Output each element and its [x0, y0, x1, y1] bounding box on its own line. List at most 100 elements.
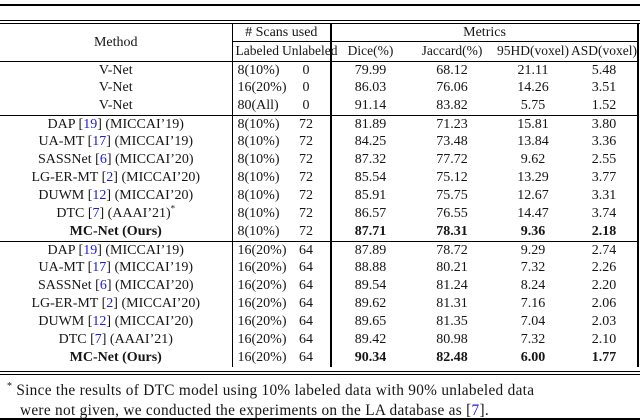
- table-row: DAP [19] (MICCAI’19) 16(20%) 64 87.89 78.72 9…: [0, 241, 638, 259]
- method-name: LG-ER-MT: [31, 170, 99, 186]
- method-name: DUWM: [38, 188, 85, 204]
- asd-cell: 2.06: [591, 296, 617, 312]
- unlabeled-cell: 72: [282, 115, 333, 133]
- jaccard-cell: 80.98: [436, 332, 468, 348]
- footnote-text-2: were not given, we conducted the experim…: [20, 402, 472, 420]
- method-column-header: Method: [0, 24, 233, 62]
- dice-cell: 85.91: [354, 188, 387, 204]
- citation-link[interactable]: 7: [94, 332, 102, 348]
- dice-column-header: Dice(%): [331, 41, 410, 62]
- jaccard-cell: 83.82: [409, 97, 496, 116]
- citation-link[interactable]: 19: [83, 116, 98, 132]
- labeled-cell: 8(10%): [237, 170, 280, 186]
- table-row: SASSNet [6] (MICCAI’20) 8(10%) 72 87.32 77.7…: [0, 151, 638, 169]
- jaccard-cell: 71.23: [436, 116, 468, 132]
- method-name: DTC: [58, 332, 87, 348]
- method-cell: LG-ER-MT [2] (MICCAI’20): [0, 295, 233, 313]
- citation-link[interactable]: 7: [471, 402, 480, 420]
- 95hd-cell: 14.47: [517, 206, 549, 222]
- unlabeled-cell: 72: [282, 133, 333, 151]
- method-name: MC-Net (Ours): [69, 224, 162, 240]
- method-name: UA-MT: [38, 134, 85, 150]
- top-rule: [0, 4, 640, 6]
- 95hd-cell: 13.29: [517, 170, 549, 186]
- unlabeled-cell: 72: [282, 169, 333, 187]
- asd-cell: 2.03: [591, 314, 617, 330]
- citation-link[interactable]: 6: [99, 152, 107, 168]
- asd-cell: 3.36: [591, 134, 617, 150]
- labeled-cell: 16(20%): [237, 278, 287, 294]
- method-name: V-Net: [98, 80, 133, 96]
- dice-cell: 88.88: [354, 260, 387, 276]
- asd-cell: 2.55: [591, 152, 617, 168]
- method-name: LG-ER-MT: [31, 296, 99, 312]
- method-cell: V-Net: [0, 79, 233, 97]
- table-row: MC-Net (Ours) 8(10%) 72 87.71 78.31 9.36 2.18: [0, 223, 639, 242]
- unlabeled-cell: 64: [282, 313, 333, 331]
- dice-cell: 81.89: [354, 116, 387, 132]
- citation-link[interactable]: 7: [92, 206, 100, 222]
- method-cell: DUWM [12] (MICCAI’20): [0, 187, 233, 205]
- unlabeled-cell: 72: [282, 187, 333, 205]
- 95hd-cell: 13.84: [517, 134, 549, 150]
- labeled-cell: 16(20%): [237, 242, 287, 258]
- 95hd-cell: 9.36: [495, 223, 572, 242]
- method-cell: SASSNet [6] (MICCAI’20): [0, 151, 233, 169]
- method-name: MC-Net (Ours): [69, 350, 162, 366]
- unlabeled-cell: 64: [282, 331, 333, 349]
- method-name: UA-MT: [38, 260, 85, 276]
- 95hd-cell: 14.26: [517, 80, 549, 96]
- method-name: DUWM: [38, 314, 85, 330]
- method-name: V-Net: [98, 98, 133, 114]
- unlabeled-cell: 64: [282, 277, 333, 295]
- method-name: V-Net: [98, 62, 133, 78]
- citation-link[interactable]: 19: [83, 242, 98, 258]
- asd-cell: 3.51: [591, 80, 617, 96]
- labeled-cell: 8(10%): [237, 206, 280, 222]
- labeled-cell: 8(10%): [237, 62, 280, 78]
- footnote-line-1: * Since the results of DTC model using 10…: [7, 377, 637, 401]
- method-cell: MC-Net (Ours): [0, 349, 233, 367]
- jaccard-cell: 76.06: [436, 80, 468, 96]
- asd-cell: 2.20: [591, 278, 617, 294]
- table-row: LG-ER-MT [2] (MICCAI’20) 16(20%) 64 89.62 81…: [0, 295, 638, 313]
- method-cell: DTC [7] (AAAI’21): [0, 331, 233, 349]
- method-name: SASSNet: [37, 152, 92, 168]
- citation-link[interactable]: 2: [106, 170, 114, 186]
- citation-link[interactable]: 12: [92, 314, 107, 330]
- unlabeled-cell: 0: [282, 61, 333, 79]
- citation-link[interactable]: 6: [99, 278, 107, 294]
- method-cell: V-Net: [0, 97, 233, 116]
- table-top-double-rule: [0, 20, 640, 24]
- 95hd-cell: 12.67: [517, 188, 549, 204]
- 95hd-cell: 21.11: [517, 62, 549, 78]
- citation-link[interactable]: 2: [106, 296, 114, 312]
- scans-used-group-header: # Scans used: [232, 24, 333, 42]
- jaccard-cell: 81.35: [436, 314, 468, 330]
- labeled-cell: 16(20%): [237, 314, 287, 330]
- labeled-cell: 8(10%): [237, 152, 280, 168]
- unlabeled-cell: 64: [282, 241, 333, 259]
- citation-link[interactable]: 17: [92, 134, 107, 150]
- unlabeled-cell: 64: [282, 259, 333, 277]
- method-cell: DTC [7] (AAAI’21)*: [0, 204, 233, 223]
- method-cell: LG-ER-MT [2] (MICCAI’20): [0, 169, 233, 187]
- dice-cell: 87.89: [354, 242, 387, 258]
- method-name: SASSNet: [37, 278, 92, 294]
- jaccard-column-header: Jaccard(%): [409, 41, 496, 62]
- 95hd-cell: 9.29: [520, 242, 546, 258]
- dice-cell: 89.42: [354, 332, 387, 348]
- labeled-cell: 80(All): [232, 97, 282, 116]
- 95hd-cell: 6.00: [520, 350, 546, 366]
- 95hd-column-header: 95HD(voxel): [495, 41, 572, 62]
- labeled-cell: 16(20%): [237, 296, 287, 312]
- table-row: V-Net 8(10%) 0 79.99 68.12 21.11 5.48: [0, 61, 638, 79]
- citation-link[interactable]: 17: [92, 260, 107, 276]
- jaccard-cell: 78.31: [409, 223, 496, 242]
- 95hd-cell: 7.32: [520, 260, 546, 276]
- table-row: DTC [7] (AAAI’21) 16(20%) 64 89.42 80.98 7.32…: [0, 331, 638, 349]
- citation-link[interactable]: 12: [92, 188, 107, 204]
- unlabeled-cell: 72: [282, 223, 333, 242]
- jaccard-cell: 81.24: [436, 278, 468, 294]
